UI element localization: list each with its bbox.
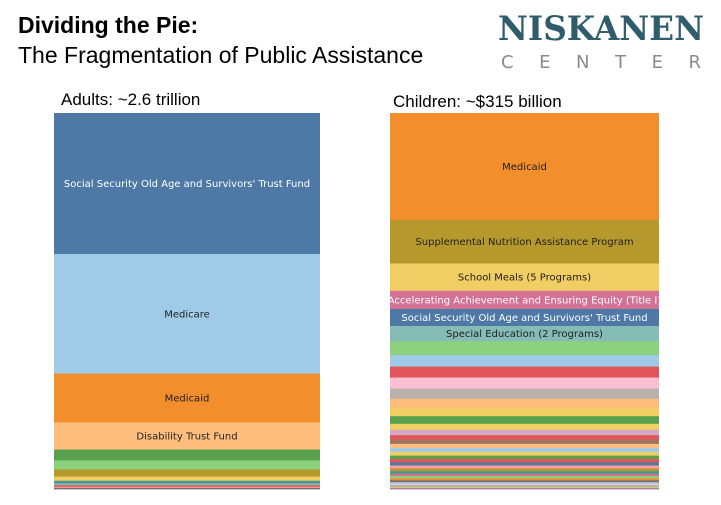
children-segment-22	[390, 459, 659, 463]
adults-segment-3	[54, 422, 320, 450]
adults-segment-9	[54, 483, 320, 486]
adults-segment-7	[54, 476, 320, 482]
children-segment-12	[390, 407, 659, 417]
children-segment-13	[390, 416, 659, 425]
children-segment-26	[390, 471, 659, 475]
children-segment-8	[390, 366, 659, 378]
children-segment-label-3: Accelerating Achievement and Ensuring Eq…	[388, 295, 662, 306]
children-segment-6	[390, 341, 659, 356]
adults-segment-12	[54, 487, 320, 490]
adults-segment-1	[54, 254, 320, 374]
children-segment-10	[390, 388, 659, 400]
children-segment-35	[390, 487, 659, 490]
children-segment-label-0: Medicaid	[502, 162, 547, 173]
children-segment-31	[390, 482, 659, 485]
adults-segment-label-3: Disability Trust Fund	[136, 431, 237, 442]
children-segment-5	[390, 326, 659, 342]
children-segment-28	[390, 476, 659, 479]
children-segment-17	[390, 439, 659, 445]
children-segment-21	[390, 455, 659, 460]
children-segment-label-2: School Meals (5 Programs)	[458, 273, 591, 284]
adults-segment-11	[54, 486, 320, 489]
children-segment-2	[390, 263, 659, 292]
page-subtitle: The Fragmentation of Public Assistance	[18, 42, 424, 68]
children-segment-27	[390, 473, 659, 477]
children-segment-label-4: Social Security Old Age and Survivors' T…	[401, 313, 647, 324]
adults-chart-title: Adults: ~2.6 trillion	[61, 90, 201, 109]
children-segment-34	[390, 486, 659, 489]
title-block: Dividing the Pie: The Fragmentation of P…	[18, 10, 423, 70]
children-segment-18	[390, 443, 659, 449]
children-segment-16	[390, 435, 659, 441]
children-segment-label-5: Special Education (2 Programs)	[446, 329, 603, 340]
adults-bar: Social Security Old Age and Survivors' T…	[54, 113, 320, 490]
children-segment-1	[390, 219, 659, 264]
adults-segment-2	[54, 373, 320, 423]
children-segment-30	[390, 480, 659, 483]
children-segment-4	[390, 308, 659, 327]
children-segment-15	[390, 429, 659, 436]
adults-segment-8	[54, 480, 320, 484]
children-segment-29	[390, 478, 659, 481]
children-segment-23	[390, 462, 659, 466]
children-segment-label-1: Supplemental Nutrition Assistance Progra…	[415, 237, 633, 248]
adults-segment-label-0: Social Security Old Age and Survivors' T…	[64, 179, 310, 190]
children-segment-3	[390, 290, 659, 310]
children-segment-0	[390, 113, 659, 221]
adults-segment-10	[54, 485, 320, 488]
children-segment-33	[390, 485, 659, 488]
children-segment-14	[390, 423, 659, 431]
children-bar: Medicaid Supplemental Nutrition Assistanc…	[388, 113, 662, 490]
adults-segment-6	[54, 469, 320, 477]
niskanen-center-logo: NISKANEN CENTER	[498, 9, 704, 72]
children-chart-title: Children: ~$315 billion	[393, 92, 562, 111]
children-segment-25	[390, 468, 659, 472]
adults-segment-0	[54, 113, 320, 255]
children-segment-19	[390, 448, 659, 453]
page-title: Dividing the Pie:	[18, 12, 199, 38]
adults-segment-label-1: Medicare	[164, 309, 210, 320]
adults-segment-4	[54, 449, 320, 461]
adults-segment-5	[54, 460, 320, 470]
children-segment-24	[390, 465, 659, 469]
children-segment-20	[390, 451, 659, 457]
logo-word-niskanen: NISKANEN	[498, 9, 704, 49]
children-segment-7	[390, 355, 659, 367]
children-segment-32	[390, 483, 659, 486]
children-segment-9	[390, 377, 659, 389]
children-segment-11	[390, 398, 659, 409]
adults-segment-label-2: Medicaid	[165, 394, 210, 405]
